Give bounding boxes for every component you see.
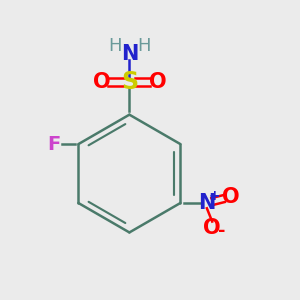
Text: H: H — [137, 37, 150, 55]
Text: O: O — [222, 187, 239, 207]
Text: S: S — [121, 70, 138, 94]
Text: O: O — [148, 72, 166, 92]
Text: -: - — [218, 222, 225, 240]
Text: +: + — [208, 189, 220, 202]
Text: N: N — [198, 193, 216, 213]
Text: O: O — [93, 72, 110, 92]
Text: H: H — [109, 37, 122, 55]
Text: O: O — [203, 218, 221, 238]
Text: F: F — [48, 135, 61, 154]
Text: N: N — [121, 44, 138, 64]
